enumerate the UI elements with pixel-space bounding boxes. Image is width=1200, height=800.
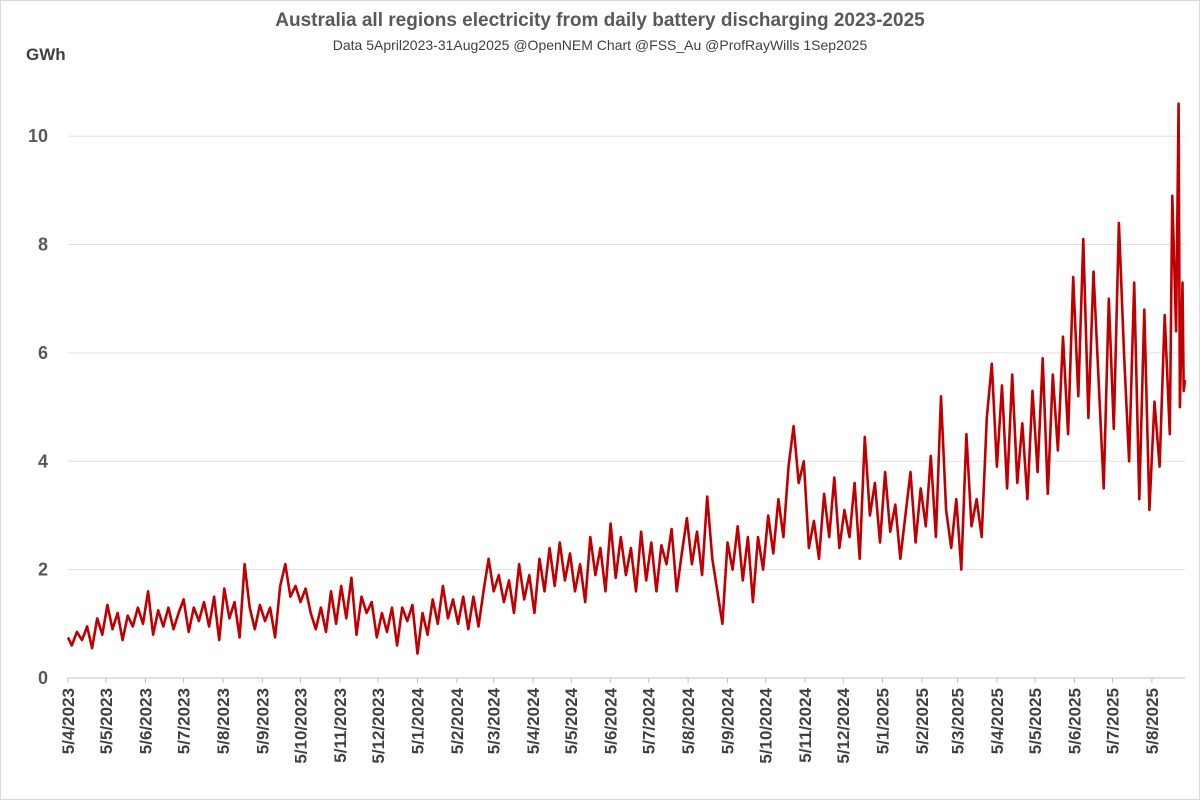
x-tick-label: 5/8/2025 bbox=[1143, 688, 1162, 754]
x-tick-label: 5/5/2023 bbox=[97, 688, 116, 754]
series-line bbox=[66, 102, 1187, 655]
x-tick-label: 5/2/2025 bbox=[913, 688, 932, 754]
x-tick-label: 5/8/2024 bbox=[679, 687, 698, 754]
y-tick-label: 4 bbox=[38, 451, 48, 471]
x-tick-label: 5/4/2025 bbox=[988, 688, 1007, 754]
x-tick-label: 5/3/2024 bbox=[485, 687, 504, 754]
x-tick-label: 5/5/2024 bbox=[562, 687, 581, 754]
x-tick-label: 5/6/2024 bbox=[602, 687, 621, 754]
x-tick-label: 5/9/2023 bbox=[253, 688, 272, 754]
x-tick-label: 5/8/2023 bbox=[214, 688, 233, 754]
x-tick-label: 5/12/2024 bbox=[834, 687, 853, 763]
y-tick-label: 2 bbox=[38, 560, 48, 580]
x-tick-label: 5/1/2024 bbox=[408, 687, 427, 754]
x-tick-label: 5/4/2024 bbox=[524, 687, 543, 754]
x-tick-label: 5/6/2023 bbox=[137, 688, 156, 754]
x-tick-label: 5/2/2024 bbox=[448, 687, 467, 754]
y-tick-label: 0 bbox=[38, 668, 48, 688]
y-tick-labels: 0 2 4 6 8 10 bbox=[28, 126, 48, 688]
x-tick-label: 5/6/2025 bbox=[1065, 688, 1084, 754]
y-tick-label: 8 bbox=[38, 235, 48, 255]
x-tick-label: 5/12/2023 bbox=[369, 688, 388, 764]
x-tick-label: 5/9/2024 bbox=[719, 687, 738, 754]
x-tick-labels: 5/4/2023 5/5/2023 5/6/2023 5/7/2023 5/8/2023… bbox=[59, 678, 1162, 764]
y-tick-label: 10 bbox=[28, 126, 48, 146]
x-tick-label: 5/10/2023 bbox=[292, 688, 311, 764]
chart-subtitle: Data 5April2023-31Aug2025 @OpenNEM Chart… bbox=[332, 37, 868, 53]
y-axis-label: GWh bbox=[26, 45, 66, 64]
series-group bbox=[66, 102, 1187, 655]
x-tick-label: 5/3/2025 bbox=[949, 688, 968, 754]
x-tick-label: 5/1/2025 bbox=[874, 688, 893, 754]
x-tick-label: 5/5/2025 bbox=[1026, 688, 1045, 754]
chart-title: Australia all regions electricity from d… bbox=[275, 10, 925, 31]
x-tick-label: 5/7/2023 bbox=[175, 688, 194, 754]
x-tick-label: 5/11/2024 bbox=[796, 687, 815, 762]
x-tick-label: 5/10/2024 bbox=[757, 687, 776, 763]
x-tick-label: 5/7/2025 bbox=[1104, 688, 1123, 754]
y-tick-label: 6 bbox=[38, 343, 48, 363]
gridlines bbox=[68, 135, 1185, 679]
x-tick-label: 5/7/2024 bbox=[640, 687, 659, 754]
x-tick-label: 5/4/2023 bbox=[59, 688, 78, 754]
x-tick-label: 5/11/2023 bbox=[331, 688, 350, 763]
